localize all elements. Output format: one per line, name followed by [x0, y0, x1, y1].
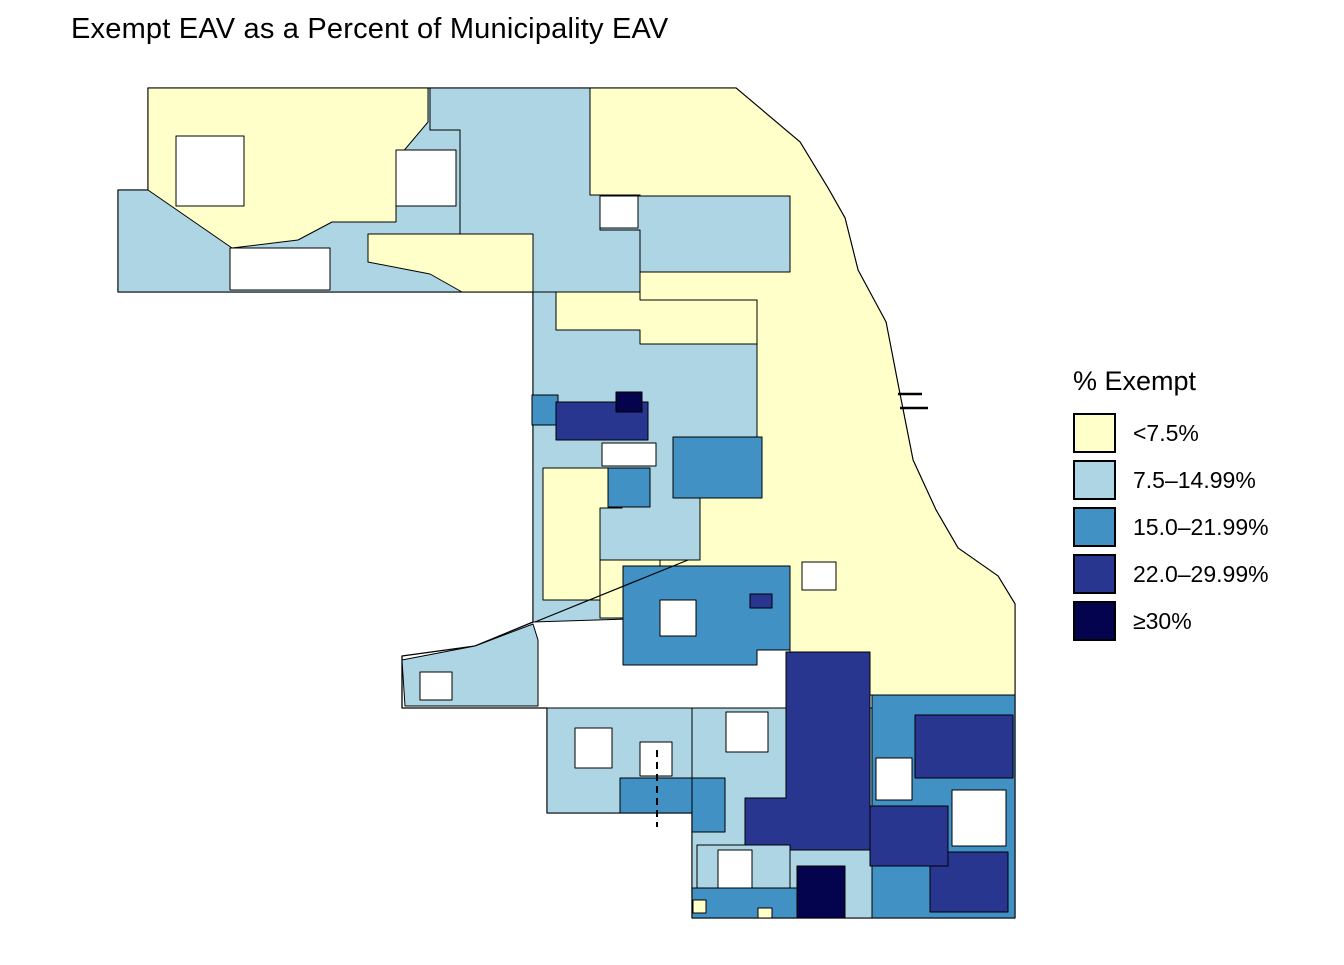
- map-region-white-hole: [659, 599, 697, 637]
- map-region-central-south-dark: [749, 593, 773, 609]
- map-region-central-south-med: [622, 565, 791, 666]
- map-region-sw-medium: [619, 777, 693, 814]
- legend-label: 15.0–21.99%: [1133, 513, 1269, 540]
- map-region-white-hole: [951, 789, 1007, 847]
- legend-label: ≥30%: [1133, 607, 1192, 634]
- legend-row: <7.5%: [1073, 413, 1313, 453]
- map-region-se-dark-south: [929, 851, 1009, 913]
- map-region-white-hole: [639, 741, 673, 777]
- map-region-white-hole: [601, 442, 657, 467]
- map-region-white-hole: [175, 135, 245, 207]
- map-region-se-dark-east: [914, 714, 1014, 779]
- legend-row: 7.5–14.99%: [1073, 460, 1313, 500]
- legend-row: 22.0–29.99%: [1073, 554, 1313, 594]
- map-region-mid-medium-a: [531, 394, 559, 426]
- legend-label: 7.5–14.99%: [1133, 466, 1256, 493]
- legend-label: 22.0–29.99%: [1133, 560, 1269, 587]
- legend-title: % Exempt: [1073, 366, 1197, 396]
- map-region-white-hole: [419, 671, 453, 701]
- legend-swatch: [1073, 413, 1116, 453]
- map-region-white-hole: [801, 561, 837, 591]
- map-region-se-medium-bottom: [691, 887, 798, 919]
- page-title: Exempt EAV as a Percent of Municipality …: [71, 13, 669, 45]
- map-region-white-hole: [725, 711, 769, 753]
- map-region-n-yellow-band: [367, 233, 534, 293]
- legend-row: 15.0–21.99%: [1073, 507, 1313, 547]
- map-region-se-dark-mid: [869, 805, 949, 867]
- legend-swatch: [1073, 601, 1116, 641]
- map-line: [534, 559, 689, 623]
- legend-swatch: [1073, 507, 1116, 547]
- map-region-white-hole: [599, 195, 639, 229]
- map-region-ohare-yellow: [555, 291, 758, 345]
- legend-label: <7.5%: [1133, 419, 1199, 446]
- map-region-white-hole: [875, 757, 913, 801]
- map-region-mid-navy: [615, 391, 643, 413]
- map-region-skokie-lightblue: [599, 195, 791, 273]
- map-region-nw-yellow: [147, 87, 429, 249]
- map-region-white-hole: [717, 849, 753, 889]
- legend-row: ≥30%: [1073, 601, 1313, 641]
- legend: % Exempt <7.5% 7.5–14.99% 15.0–21.99% 22…: [1073, 366, 1313, 648]
- map-region-s-yellow-a: [692, 899, 707, 914]
- map-region-white-hole: [574, 727, 613, 769]
- map-region-s-yellow-b: [757, 907, 773, 919]
- legend-swatch: [1073, 460, 1116, 500]
- legend-swatch: [1073, 554, 1116, 594]
- map-region-mid-medium-b: [672, 436, 763, 499]
- map-region-mid-medium-c: [607, 467, 651, 508]
- map-region-white-hole: [395, 149, 457, 207]
- map-region-sw-medium-e: [691, 777, 726, 833]
- map-region-se-navy: [796, 865, 846, 919]
- map-region-white-hole: [229, 247, 331, 291]
